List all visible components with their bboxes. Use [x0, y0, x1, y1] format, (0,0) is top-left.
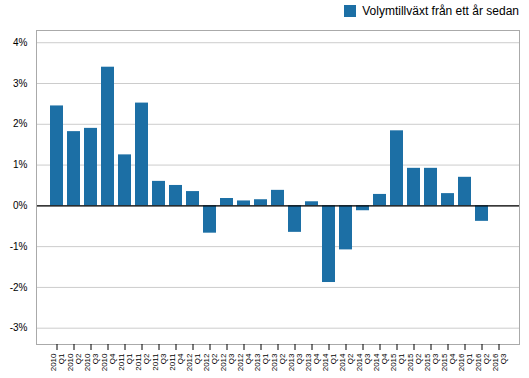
svg-text:2012Q1: 2012Q1	[185, 353, 202, 371]
svg-text:-3%: -3%	[10, 322, 28, 333]
svg-text:2011Q4: 2011Q4	[168, 353, 185, 371]
svg-text:2015Q1: 2015Q1	[389, 353, 406, 371]
svg-text:2%: 2%	[13, 118, 28, 129]
svg-text:2016Q1: 2016Q1	[457, 353, 474, 371]
svg-text:2015Q2: 2015Q2	[406, 353, 423, 371]
svg-text:2013Q3: 2013Q3	[287, 353, 304, 371]
svg-text:0%: 0%	[13, 200, 28, 211]
svg-text:1%: 1%	[13, 159, 28, 170]
svg-text:3%: 3%	[13, 78, 28, 89]
svg-text:4%: 4%	[13, 37, 28, 48]
svg-text:2011Q3: 2011Q3	[151, 353, 168, 371]
svg-text:2013Q1: 2013Q1	[253, 353, 270, 371]
svg-text:2010Q1: 2010Q1	[49, 353, 66, 371]
svg-text:2013Q2: 2013Q2	[270, 353, 287, 371]
svg-text:2012Q3: 2012Q3	[219, 353, 236, 371]
svg-text:2011Q2: 2011Q2	[134, 353, 151, 371]
svg-text:2011Q1: 2011Q1	[117, 353, 134, 371]
svg-text:2012Q4: 2012Q4	[236, 353, 253, 371]
svg-text:2015Q4: 2015Q4	[440, 353, 457, 371]
svg-text:-2%: -2%	[10, 282, 28, 293]
svg-text:2014Q2: 2014Q2	[338, 353, 355, 371]
svg-text:2010Q3: 2010Q3	[83, 353, 100, 371]
svg-text:2012Q2: 2012Q2	[202, 353, 219, 371]
svg-text:2015Q3: 2015Q3	[423, 353, 440, 371]
svg-text:2014Q3: 2014Q3	[355, 353, 372, 371]
svg-text:2016Q3: 2016Q3	[491, 353, 508, 371]
svg-text:2014Q4: 2014Q4	[372, 353, 389, 371]
svg-text:2010Q2: 2010Q2	[66, 353, 83, 371]
html-text:Volymtillväxt från ett år seda: Volymtillväxt från ett år sedan	[362, 4, 519, 18]
svg-text:2010Q4: 2010Q4	[100, 353, 117, 371]
svg-text:2016Q2: 2016Q2	[474, 353, 491, 371]
svg-text:2013Q4: 2013Q4	[304, 353, 321, 371]
svg-text:2014Q1: 2014Q1	[321, 353, 338, 371]
svg-text:-1%: -1%	[10, 241, 28, 252]
